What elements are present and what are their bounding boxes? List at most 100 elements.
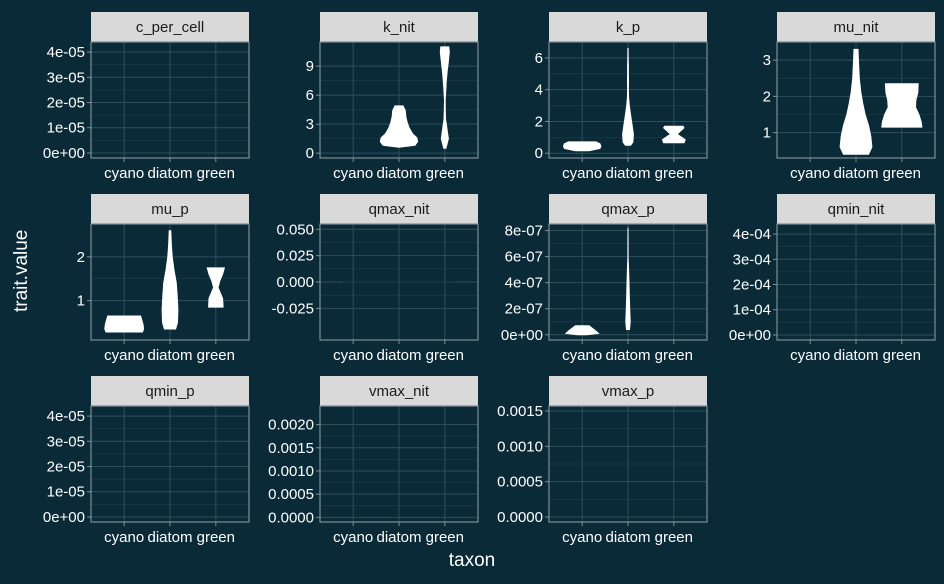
facet-title-mu_nit: mu_nit xyxy=(833,19,879,36)
y-tick-label: 0.0005 xyxy=(268,486,314,503)
y-tick-label: 9 xyxy=(306,58,314,75)
y-tick-label: 4e-07 xyxy=(505,275,543,292)
facet-strip xyxy=(91,376,249,406)
x-tick-label-green: green xyxy=(426,529,464,546)
violin-k_p-green xyxy=(661,125,686,144)
y-tick-label: 3 xyxy=(306,116,314,133)
y-tick-label: 0 xyxy=(306,145,314,162)
x-tick-label-green: green xyxy=(655,529,693,546)
x-tick-label-cyano: cyano xyxy=(790,347,830,364)
y-tick-label: 0e+00 xyxy=(729,327,771,344)
y-tick-label: 1e-04 xyxy=(733,302,771,319)
y-tick-label: 6 xyxy=(306,87,314,104)
y-tick-label: 0.0010 xyxy=(497,438,543,455)
x-tick-label-green: green xyxy=(197,347,235,364)
facet-title-c_per_cell: c_per_cell xyxy=(136,19,204,36)
x-tick-label-green: green xyxy=(197,529,235,546)
x-tick-label-diatom: diatom xyxy=(147,347,192,364)
violin-mu_nit-green xyxy=(881,83,923,128)
facet-title-qmin_p: qmin_p xyxy=(145,383,194,400)
y-tick-label: 3e-05 xyxy=(47,69,85,86)
x-tick-label-green: green xyxy=(426,165,464,182)
facet-strip xyxy=(91,194,249,224)
facet-title-qmax_nit: qmax_nit xyxy=(369,201,431,218)
y-tick-label: 0 xyxy=(535,145,543,162)
x-tick-label-cyano: cyano xyxy=(562,529,602,546)
violin-mu_p-green xyxy=(206,267,226,308)
x-tick-label-cyano: cyano xyxy=(333,165,373,182)
y-tick-label: 4e-05 xyxy=(47,408,85,425)
y-tick-label: 4e-04 xyxy=(733,226,771,243)
violin-qmax_p-cyano xyxy=(564,325,600,336)
y-tick-label: 2e-04 xyxy=(733,277,771,294)
facet-title-vmax_p: vmax_p xyxy=(602,383,655,400)
x-tick-label-green: green xyxy=(197,165,235,182)
x-tick-label-green: green xyxy=(655,347,693,364)
y-tick-label: 3e-05 xyxy=(47,433,85,450)
x-tick-label-diatom: diatom xyxy=(833,165,878,182)
y-tick-label: 1 xyxy=(763,125,771,142)
y-tick-label: 8e-07 xyxy=(505,223,543,240)
y-tick-label: 3e-04 xyxy=(733,251,771,268)
x-tick-label-cyano: cyano xyxy=(333,529,373,546)
y-tick-label: 2e-07 xyxy=(505,301,543,318)
violin-k_p-diatom xyxy=(622,48,634,146)
x-tick-label-diatom: diatom xyxy=(605,347,650,364)
y-tick-label: 2 xyxy=(77,249,85,266)
y-axis-label: trait.value xyxy=(11,229,32,312)
x-tick-label-cyano: cyano xyxy=(104,347,144,364)
y-tick-label: 3 xyxy=(763,52,771,69)
x-tick-label-green: green xyxy=(426,347,464,364)
violin-mu_p-diatom xyxy=(161,230,179,330)
x-tick-label-diatom: diatom xyxy=(605,529,650,546)
y-tick-label: 0.0000 xyxy=(268,509,314,526)
x-tick-label-diatom: diatom xyxy=(147,165,192,182)
x-axis-label: taxon xyxy=(448,550,496,571)
y-tick-label: 6 xyxy=(535,50,543,67)
y-tick-label: 0e+00 xyxy=(43,509,85,526)
facet-strip xyxy=(549,12,707,42)
x-tick-label-cyano: cyano xyxy=(790,165,830,182)
violin-qmax_p-diatom xyxy=(625,227,631,331)
violin-k_nit-green xyxy=(439,46,450,149)
facet-strip xyxy=(320,12,478,42)
x-tick-label-diatom: diatom xyxy=(376,165,421,182)
y-tick-label: 0.000 xyxy=(276,274,314,291)
facet-title-k_p: k_p xyxy=(616,19,640,36)
y-tick-label: 4 xyxy=(535,82,543,99)
violin-k_p-cyano xyxy=(562,141,602,152)
facet-title-qmin_nit: qmin_nit xyxy=(828,201,886,218)
facet-title-k_nit: k_nit xyxy=(383,19,416,36)
y-tick-label: 0.0000 xyxy=(497,509,543,526)
facet-strip xyxy=(777,194,935,224)
facet-strip xyxy=(777,12,935,42)
y-tick-label: 0e+00 xyxy=(43,145,85,162)
y-tick-label: 1e-05 xyxy=(47,120,85,137)
x-tick-label-diatom: diatom xyxy=(147,529,192,546)
violin-k_nit-diatom xyxy=(379,105,419,148)
y-tick-label: 0.0015 xyxy=(268,440,314,457)
x-tick-label-green: green xyxy=(655,165,693,182)
y-tick-label: 0.025 xyxy=(276,248,314,265)
facet-title-vmax_nit: vmax_nit xyxy=(369,383,430,400)
y-tick-label: 0.0010 xyxy=(268,463,314,480)
y-tick-label: 0.050 xyxy=(276,221,314,238)
x-tick-label-cyano: cyano xyxy=(562,165,602,182)
violin-mu_p-cyano xyxy=(104,315,145,333)
y-tick-label: 0e+00 xyxy=(501,327,543,344)
y-tick-label: 0.0015 xyxy=(497,403,543,420)
x-tick-label-diatom: diatom xyxy=(605,165,650,182)
y-tick-label: 4e-05 xyxy=(47,44,85,61)
y-tick-label: 2e-05 xyxy=(47,459,85,476)
y-tick-label: 0.0020 xyxy=(268,417,314,434)
facet-strip xyxy=(320,194,478,224)
y-tick-label: 6e-07 xyxy=(505,249,543,266)
facet-strip xyxy=(549,376,707,406)
y-tick-label: 0.0005 xyxy=(497,474,543,491)
facet-title-mu_p: mu_p xyxy=(151,201,189,218)
x-tick-label-green: green xyxy=(883,165,921,182)
x-tick-label-diatom: diatom xyxy=(376,347,421,364)
x-tick-label-cyano: cyano xyxy=(562,347,602,364)
y-tick-label: 2 xyxy=(763,88,771,105)
